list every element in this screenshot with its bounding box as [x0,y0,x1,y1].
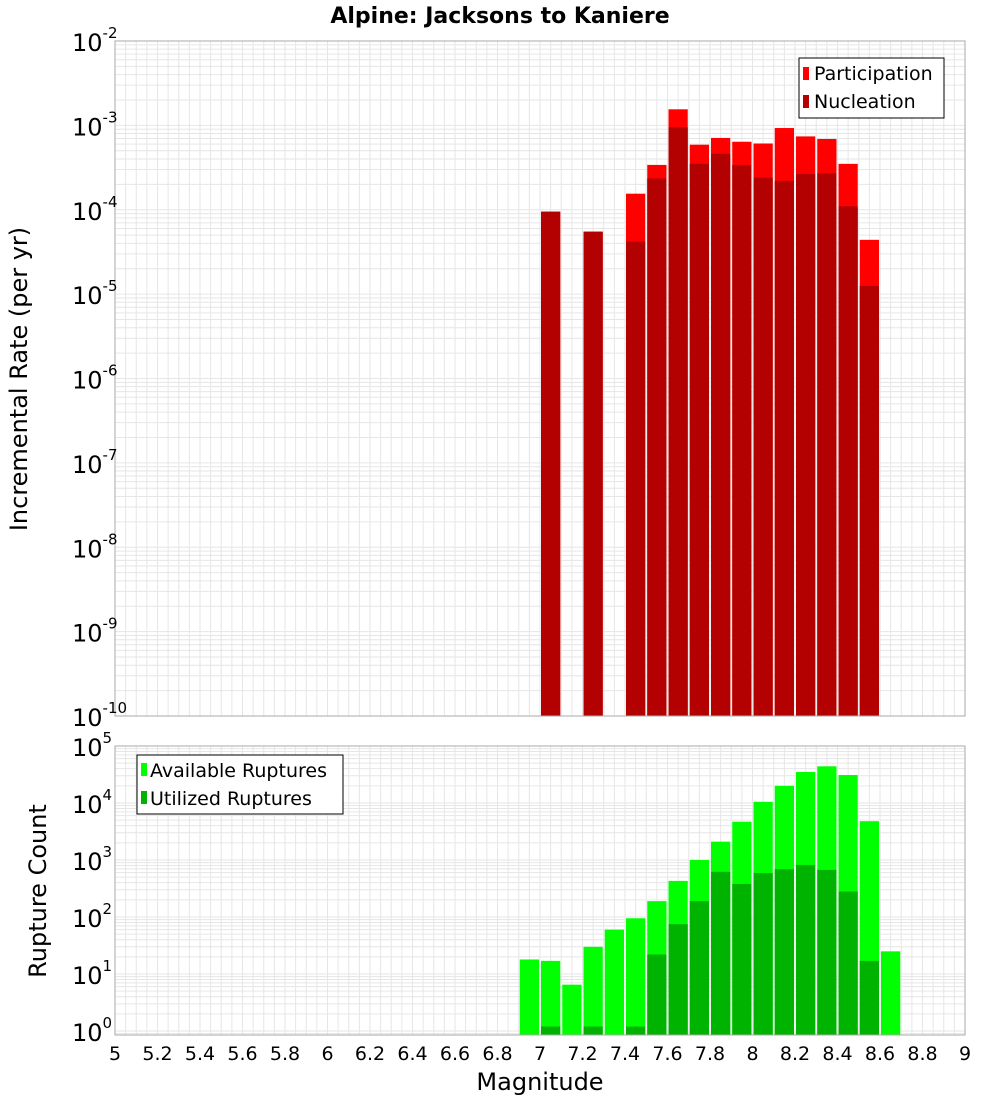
available-ruptures-bar [583,946,603,1035]
utilized-ruptures-bar [583,1026,603,1035]
nucleation-bar [647,178,667,716]
legend-swatch-nucleation [803,95,809,108]
x-tick-label: 6.6 [440,1043,470,1065]
top-y-tick-label: 10-9 [72,615,118,648]
bottom-y-axis-title: Rupture Count [24,804,52,978]
nucleation-bar [711,153,731,716]
x-tick-label: 6 [321,1043,333,1065]
x-axis-title: Magnitude [476,1068,603,1096]
top-y-tick-label: 10-2 [72,24,118,57]
top-y-tick-label: 10-8 [72,530,118,563]
utilized-ruptures-bar [647,954,667,1035]
nucleation-bar [859,285,879,716]
chart-title: Alpine: Jacksons to Kaniere [330,4,669,29]
x-tick-label: 6.4 [397,1043,427,1065]
top-gridlines [114,41,966,717]
utilized-ruptures-bar [732,883,752,1035]
utilized-ruptures-bar [541,1026,561,1035]
x-tick-label: 5.6 [227,1043,257,1065]
bottom-plot-frame [114,745,966,1036]
nucleation-bar [689,163,709,717]
x-tick-label: 5.2 [142,1043,172,1065]
top-y-axis-title: Incremental Rate (per yr) [5,227,33,531]
top-y-tick-label: 10-5 [72,277,118,310]
utilized-ruptures-bar [796,864,816,1035]
bottom-y-tick-label: 103 [72,843,112,876]
bottom-legend-box [136,754,344,815]
top-y-tick-labels: 10-2 10-3 10-4 10-5 10-6 10-7 10-8 10-9 10-10 [72,24,127,732]
x-tick-label: 6.8 [482,1043,512,1065]
x-tick-label: 6.2 [355,1043,385,1065]
available-ruptures-bar [519,959,539,1035]
x-tick-label: 9 [959,1043,971,1065]
available-ruptures-bar [604,929,624,1035]
available-ruptures-bar [626,918,646,1035]
x-tick-label: 7.6 [652,1043,682,1065]
legend-swatch-available [141,763,147,776]
utilized-ruptures-bar [626,1026,646,1035]
legend-swatch-participation [803,67,809,80]
x-tick-label: 7 [534,1043,546,1065]
legend-label-utilized: Utilized Ruptures [150,788,312,810]
bottom-legend: Available Ruptures Utilized Ruptures [136,754,344,815]
top-bars [541,109,879,717]
available-ruptures-bar [881,951,901,1035]
x-tick-label: 8 [746,1043,758,1065]
legend-label-available: Available Ruptures [150,760,327,782]
utilized-ruptures-bar [774,869,794,1035]
utilized-ruptures-bar [753,873,773,1035]
nucleation-bar [732,164,752,716]
top-y-tick-label: 10-6 [72,362,118,395]
utilized-ruptures-bar [859,960,879,1035]
nucleation-bar [541,211,561,716]
x-tick-label: 5.4 [185,1043,215,1065]
legend-label-nucleation: Nucleation [814,91,916,113]
x-tick-label: 5 [109,1043,121,1065]
bottom-y-tick-label: 104 [72,786,112,819]
legend-swatch-utilized [141,791,147,804]
nucleation-bar [668,127,688,716]
top-y-tick-label: 10-7 [72,446,118,479]
bottom-y-tick-label: 101 [72,957,112,990]
available-ruptures-bar [562,984,582,1035]
x-tick-label: 7.4 [610,1043,640,1065]
nucleation-bar [796,174,816,716]
legend-label-participation: Participation [814,63,933,85]
utilized-ruptures-bar [668,924,688,1035]
top-legend: Participation Nucleation [798,57,945,119]
bottom-y-tick-label: 105 [72,729,112,762]
utilized-ruptures-bar [817,869,837,1035]
utilized-ruptures-bar [711,871,731,1035]
x-tick-label: 5.8 [270,1043,300,1065]
top-y-tick-label: 10-4 [72,193,118,226]
x-tick-label: 8.2 [780,1043,810,1065]
x-tick-label: 7.8 [695,1043,725,1065]
bottom-y-tick-label: 100 [72,1014,112,1047]
top-y-tick-label: 10-3 [72,108,118,141]
x-tick-label: 8.4 [822,1043,852,1065]
nucleation-bar [626,241,646,717]
bottom-bars [519,766,901,1035]
utilized-ruptures-bar [838,891,858,1035]
x-tick-label: 7.2 [567,1043,597,1065]
x-tick-label: 8.8 [907,1043,937,1065]
top-legend-box [798,57,945,119]
x-tick-label: 8.6 [865,1043,895,1065]
top-y-tick-label: 10-10 [72,699,127,732]
x-tick-labels: 5 5.2 5.4 5.6 5.8 6 6.2 6.4 6.6 6.8 7 7.2 7.4 7.6 7.8 8… [109,1043,971,1065]
bottom-y-tick-label: 102 [72,900,112,933]
nucleation-bar [817,173,837,716]
available-ruptures-bar [541,960,561,1035]
nucleation-bar [774,180,794,716]
top-plot-frame [114,40,966,717]
utilized-ruptures-bar [689,901,709,1035]
nucleation-bar [753,177,773,716]
nucleation-bar [583,231,603,716]
nucleation-bar [838,206,858,716]
bottom-y-tick-labels: 105 104 103 102 101 100 [72,729,112,1047]
